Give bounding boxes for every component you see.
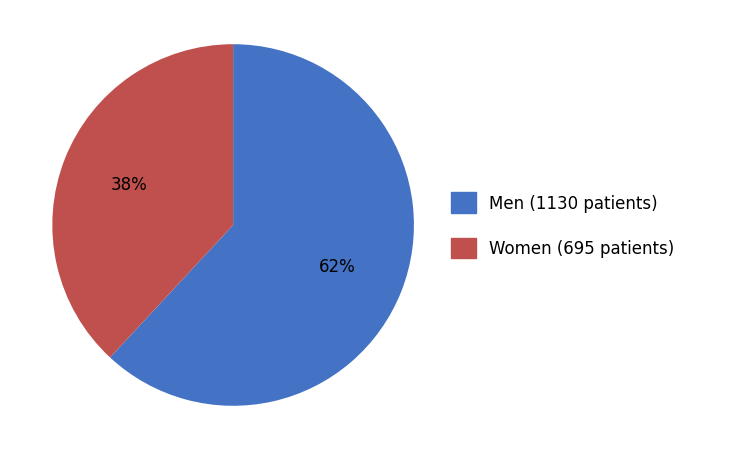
Text: 38%: 38% — [111, 175, 147, 193]
Legend: Men (1130 patients), Women (695 patients): Men (1130 patients), Women (695 patients… — [444, 186, 681, 265]
Wedge shape — [53, 45, 233, 358]
Wedge shape — [110, 45, 414, 406]
Text: 62%: 62% — [319, 258, 356, 276]
